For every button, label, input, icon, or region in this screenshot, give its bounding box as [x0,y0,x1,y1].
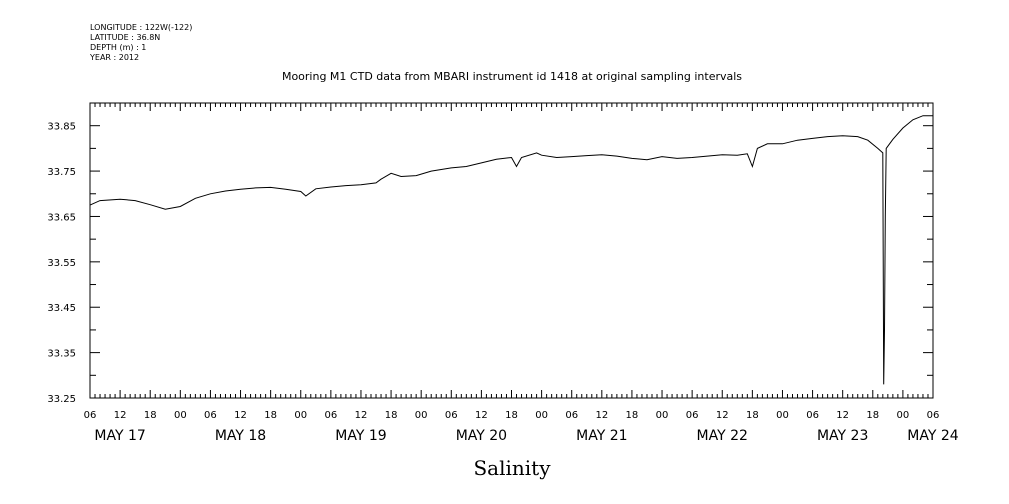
x-day-label: MAY 20 [456,428,507,444]
y-tick-label: 33.55 [47,258,76,269]
axes: 06 12 18 00 06 12 18 00 06 12 18 00 06 12 18 00 06 12 18 00… [47,102,959,444]
x-tick-label: 00 [897,410,910,421]
x-axis-label: Salinity [473,456,551,480]
y-tick-label: 33.25 [47,394,76,405]
x-day-label: MAY 19 [335,428,386,444]
x-tick-label: 00 [656,410,669,421]
latitude-label: LATITUDE : 36.8N [90,33,160,42]
x-tick-label: 12 [595,410,608,421]
plot-frame [89,102,934,399]
x-tick-label: 00 [294,410,307,421]
x-tick-label: 18 [505,410,518,421]
x-day-label: MAY 22 [697,428,748,444]
x-tick-label: 18 [866,410,879,421]
x-tick-label: 12 [475,410,488,421]
y-tick-label: 33.65 [47,212,76,223]
x-day-label: MAY 21 [576,428,627,444]
series-layer [89,115,933,385]
x-tick-label: 06 [927,410,940,421]
x-tick-label: 00 [415,410,428,421]
x-tick-label: 06 [686,410,699,421]
x-tick-label: 18 [746,410,759,421]
x-tick-label: 18 [264,410,277,421]
depth-label: DEPTH (m) : 1 [90,43,146,52]
x-tick-label: 06 [84,410,97,421]
y-tick-label: 33.75 [47,167,76,178]
x-day-label: MAY 18 [215,428,266,444]
y-tick-label: 33.85 [47,122,76,133]
x-tick-label: 18 [385,410,398,421]
longitude-label: LONGITUDE : 122W(-122) [90,23,192,32]
x-day-label: MAY 24 [907,428,958,444]
x-tick-label: 00 [535,410,548,421]
year-label: YEAR : 2012 [89,53,139,62]
x-tick-label: 06 [565,410,578,421]
chart-title: Mooring M1 CTD data from MBARI instrumen… [282,70,742,83]
x-tick-label: 18 [626,410,639,421]
x-tick-label: 00 [174,410,187,421]
x-tick-label: 00 [776,410,789,421]
y-tick-label: 33.35 [47,349,76,360]
x-tick-label: 12 [234,410,247,421]
metadata-header: LONGITUDE : 122W(-122) LATITUDE : 36.8N … [89,23,192,62]
x-tick-label: 12 [836,410,849,421]
x-tick-label: 12 [114,410,127,421]
x-tick-label: 12 [355,410,368,421]
x-tick-label: 06 [324,410,337,421]
y-tick-label: 33.45 [47,303,76,314]
salinity-series-line [89,115,933,385]
x-tick-label: 06 [806,410,819,421]
x-day-label: MAY 23 [817,428,868,444]
x-tick-label: 06 [445,410,458,421]
x-tick-label: 12 [716,410,729,421]
x-tick-label: 18 [144,410,157,421]
x-day-label: MAY 17 [94,428,145,444]
x-tick-label: 06 [204,410,217,421]
